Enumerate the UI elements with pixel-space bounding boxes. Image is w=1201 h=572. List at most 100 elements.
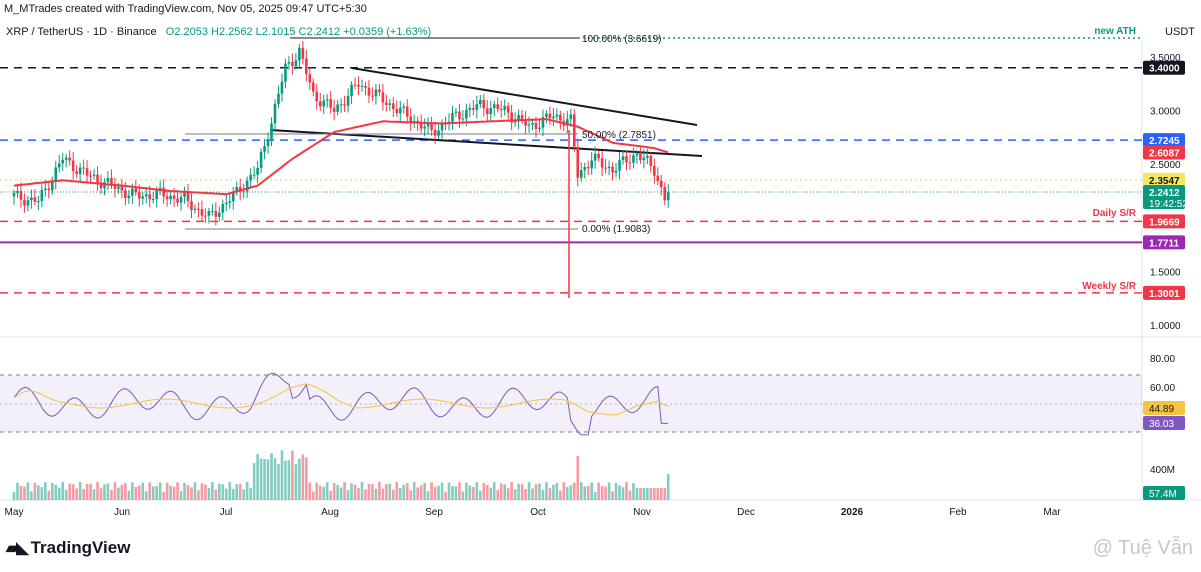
candle-body xyxy=(103,182,106,189)
candle-body xyxy=(367,87,371,96)
volume-bar xyxy=(311,491,315,500)
volume-bar xyxy=(350,483,353,500)
candle-body xyxy=(325,99,329,101)
candle-body xyxy=(50,180,54,191)
candle-body xyxy=(646,155,649,158)
candle-body xyxy=(479,99,482,105)
volume-bar xyxy=(179,491,183,500)
volume-bar xyxy=(75,488,78,500)
volume-bar xyxy=(294,464,298,500)
candle-body xyxy=(520,115,524,120)
volume-bar xyxy=(426,491,430,500)
volume-bar xyxy=(291,450,294,500)
volume-bar xyxy=(214,489,218,500)
candle-body xyxy=(392,103,395,109)
level-tag-text-2: 2.6087 xyxy=(1149,149,1180,160)
candle-body xyxy=(183,192,186,197)
candle-body xyxy=(204,215,207,217)
candle-body xyxy=(472,108,475,110)
volume-bar xyxy=(517,483,520,500)
candle-body xyxy=(165,196,169,200)
volume-bar xyxy=(33,482,37,500)
volume-bar xyxy=(430,482,433,500)
volume-bar xyxy=(374,488,378,500)
volume-bar xyxy=(85,483,89,500)
volume-bar xyxy=(165,482,169,500)
volume-bar xyxy=(315,482,319,500)
volume-bar xyxy=(148,482,152,500)
volume-bar xyxy=(353,484,357,500)
volume-bar xyxy=(252,463,256,500)
volume-bar xyxy=(12,492,16,500)
candle-body xyxy=(16,190,19,194)
volume-bar xyxy=(287,460,291,500)
volume-bar xyxy=(611,491,614,500)
volume-bar xyxy=(552,484,555,500)
volume-bar xyxy=(96,482,99,500)
watermark-text: @ Tuệ Vẫn xyxy=(1092,537,1193,559)
candle-body xyxy=(454,111,458,113)
volume-bar xyxy=(318,485,322,500)
candle-body xyxy=(353,84,357,86)
volume-bar xyxy=(329,490,332,500)
candle-body xyxy=(423,126,426,129)
volume-bar xyxy=(458,482,461,500)
volume-bar xyxy=(322,486,326,500)
candle-body xyxy=(151,199,155,201)
volume-bar xyxy=(190,487,193,500)
time-tick-nov: Nov xyxy=(633,507,651,518)
volume-bar xyxy=(423,482,426,500)
ohlc-values: O2.2053 H2.2562 L2.1015 C2.2412 +0.0359 … xyxy=(165,26,432,38)
candle-body xyxy=(642,157,646,161)
candle-body xyxy=(179,196,183,203)
volume-bar xyxy=(183,482,186,500)
time-axis[interactable]: May Jun Jul Aug Sep Oct Nov Dec 2026 Feb Mar xyxy=(5,507,1062,518)
candle-body xyxy=(96,174,99,183)
currency-label[interactable]: USDT xyxy=(1165,26,1195,38)
volume-bar xyxy=(61,482,65,500)
candle-body xyxy=(214,211,218,217)
price-levels xyxy=(0,66,1142,294)
candle-body xyxy=(280,81,284,94)
volume-bar xyxy=(357,488,360,500)
level-tag-1 xyxy=(1143,133,1185,148)
symbol-name[interactable]: XRP / TetherUS · 1D · Binance xyxy=(6,26,157,38)
volume-bar xyxy=(444,491,447,500)
volume-bar xyxy=(47,490,51,500)
level-tag-text-3: 2.3547 xyxy=(1149,176,1180,187)
candle-body xyxy=(364,86,367,88)
trendlines[interactable] xyxy=(185,37,1140,298)
volume-bar xyxy=(663,488,667,500)
time-tick-may: May xyxy=(5,507,24,518)
volume-bar xyxy=(308,482,312,500)
price-tick-4: 1.5000 xyxy=(1150,267,1181,278)
symbol-info: XRP / TetherUS · 1D · Binance O2.2053 H2… xyxy=(6,26,431,38)
candle-body xyxy=(468,108,472,110)
tradingview-logo[interactable]: ▰◣ TradingView xyxy=(6,538,130,558)
upper-wedge-line[interactable] xyxy=(351,67,698,126)
volume-bar xyxy=(263,459,266,500)
volume-bar xyxy=(583,486,587,500)
candle-body xyxy=(291,61,294,67)
volume-bar xyxy=(659,488,663,500)
volume-bar xyxy=(221,484,225,500)
watermark: @ Tuệ Vẫn xyxy=(1093,537,1193,560)
volume-bar xyxy=(124,483,127,500)
volume-bar xyxy=(635,488,639,500)
candle-body xyxy=(277,93,280,104)
volume-bar xyxy=(298,458,301,500)
candle-body xyxy=(37,201,40,203)
volume-bar xyxy=(385,484,388,500)
volume-bar xyxy=(412,482,416,500)
candle-body xyxy=(649,155,653,166)
candle-body xyxy=(388,103,392,105)
volume-bar xyxy=(531,488,534,500)
volume-bar xyxy=(437,485,440,500)
candle-body xyxy=(656,175,660,181)
volume-bar xyxy=(197,490,200,500)
volume-bar xyxy=(332,482,336,500)
candle-body xyxy=(513,120,517,123)
candle-body xyxy=(141,196,145,199)
candle-body xyxy=(534,122,538,129)
